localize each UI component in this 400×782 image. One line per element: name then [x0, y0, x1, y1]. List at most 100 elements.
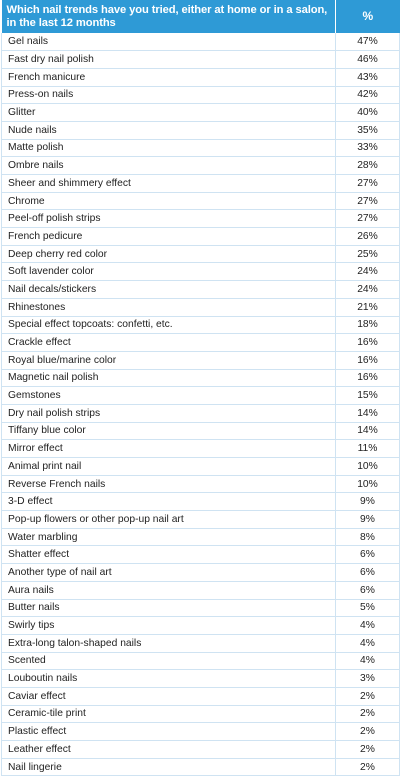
trend-label: Dry nail polish strips	[1, 404, 336, 423]
table-row: Butter nails 5%	[1, 599, 400, 618]
trend-percent: 27%	[335, 174, 400, 193]
trend-label: Pop-up flowers or other pop-up nail art	[1, 510, 336, 529]
trend-percent: 2%	[335, 687, 400, 706]
trend-percent: 4%	[335, 652, 400, 671]
trend-label: Chrome	[1, 192, 336, 211]
trend-label: Water marbling	[1, 528, 336, 547]
trend-label: French pedicure	[1, 227, 336, 246]
table-row: Caviar effect 2%	[1, 687, 400, 706]
table-row: Royal blue/marine color 16%	[1, 351, 400, 370]
trend-percent: 24%	[335, 262, 400, 282]
trend-percent: 10%	[335, 475, 400, 494]
table-row: Shatter effect 6%	[1, 545, 400, 565]
trend-label: Gemstones	[1, 386, 336, 405]
table-row: Matte polish 33%	[1, 139, 400, 158]
table-row: Magnetic nail polish 16%	[1, 369, 400, 388]
table-row: Nude nails 35%	[1, 121, 400, 140]
trend-label: Deep cherry red color	[1, 245, 336, 264]
table-row: Deep cherry red color 25%	[1, 245, 400, 264]
trend-label: Magnetic nail polish	[1, 369, 336, 388]
trend-percent: 21%	[335, 298, 400, 317]
table-row: French manicure 43%	[1, 68, 400, 87]
table-row: Chrome 27%	[1, 192, 400, 211]
trend-percent: 2%	[335, 705, 400, 724]
trend-percent: 2%	[335, 722, 400, 741]
table-row: Peel-off polish strips 27%	[1, 209, 400, 229]
table-row: Gemstones 15%	[1, 386, 400, 405]
trend-label: Fast dry nail polish	[1, 50, 336, 69]
trend-percent: 5%	[335, 599, 400, 618]
table-row: French pedicure 26%	[1, 227, 400, 246]
trend-label: 3-D effect	[1, 492, 336, 512]
trend-percent: 6%	[335, 581, 400, 600]
trend-percent: 4%	[335, 616, 400, 635]
table-row: Dry nail polish strips 14%	[1, 404, 400, 423]
trend-percent: 33%	[335, 139, 400, 158]
trend-label: Mirror effect	[1, 439, 336, 458]
table-row: Aura nails 6%	[1, 581, 400, 600]
trend-label: Reverse French nails	[1, 475, 336, 494]
table-row: Pop-up flowers or other pop-up nail art 9…	[1, 510, 400, 529]
trend-percent: 27%	[335, 209, 400, 229]
trend-label: Royal blue/marine color	[1, 351, 336, 370]
table-row: Ceramic-tile print 2%	[1, 705, 400, 724]
trend-percent: 15%	[335, 386, 400, 405]
table-row: Rhinestones 21%	[1, 298, 400, 317]
trend-label: Gel nails	[1, 33, 336, 52]
trend-label: Matte polish	[1, 139, 336, 158]
table-row: Press-on nails 42%	[1, 86, 400, 105]
trend-label: Tiffany blue color	[1, 422, 336, 441]
table-row: Glitter 40%	[1, 103, 400, 122]
header-row: Which nail trends have you tried, either…	[1, 0, 400, 33]
table-row: Sheer and shimmery effect 27%	[1, 174, 400, 193]
table-row: Soft lavender color 24%	[1, 262, 400, 282]
trend-percent: 2%	[335, 740, 400, 759]
trend-label: Nail decals/stickers	[1, 280, 336, 299]
trend-label: Butter nails	[1, 599, 336, 618]
trend-percent: 6%	[335, 563, 400, 582]
trend-percent: 46%	[335, 50, 400, 69]
trend-label: Ombre nails	[1, 156, 336, 175]
trend-percent: 28%	[335, 156, 400, 175]
table-row: Another type of nail art 6%	[1, 563, 400, 582]
trend-label: Ceramic-tile print	[1, 705, 336, 724]
table-row: Fast dry nail polish 46%	[1, 50, 400, 69]
trend-percent: 9%	[335, 510, 400, 529]
trend-percent: 40%	[335, 103, 400, 122]
trend-percent: 47%	[335, 33, 400, 52]
table-row: Animal print nail 10%	[1, 457, 400, 476]
table-row: Scented 4%	[1, 652, 400, 671]
percent-header: %	[335, 0, 400, 33]
table-row: Special effect topcoats: confetti, etc. 1…	[1, 316, 400, 335]
trend-percent: 43%	[335, 68, 400, 87]
trend-percent: 27%	[335, 192, 400, 211]
table-row: Mirror effect 11%	[1, 439, 400, 458]
trend-label: Soft lavender color	[1, 262, 336, 282]
trend-label: Sheer and shimmery effect	[1, 174, 336, 193]
trend-label: Nude nails	[1, 121, 336, 140]
trend-label: Animal print nail	[1, 457, 336, 476]
trend-percent: 18%	[335, 316, 400, 335]
trend-label: Louboutin nails	[1, 669, 336, 688]
table-row: Plastic effect 2%	[1, 722, 400, 741]
trend-percent: 10%	[335, 457, 400, 476]
table-row: Crackle effect 16%	[1, 333, 400, 352]
trend-percent: 14%	[335, 422, 400, 441]
trend-percent: 3%	[335, 669, 400, 688]
trend-percent: 8%	[335, 528, 400, 547]
trend-percent: 4%	[335, 634, 400, 653]
trend-percent: 11%	[335, 439, 400, 458]
trend-label: Another type of nail art	[1, 563, 336, 582]
trend-percent: 35%	[335, 121, 400, 140]
table-row: Swirly tips 4%	[1, 616, 400, 635]
table-row: Nail lingerie 2%	[1, 758, 400, 777]
table-row: Tiffany blue color 14%	[1, 422, 400, 441]
trend-label: Shatter effect	[1, 545, 336, 565]
trend-percent: 14%	[335, 404, 400, 423]
trend-label: French manicure	[1, 68, 336, 87]
trend-label: Rhinestones	[1, 298, 336, 317]
table-row: Leather effect 2%	[1, 740, 400, 759]
trend-label: Aura nails	[1, 581, 336, 600]
trend-label: Glitter	[1, 103, 336, 122]
